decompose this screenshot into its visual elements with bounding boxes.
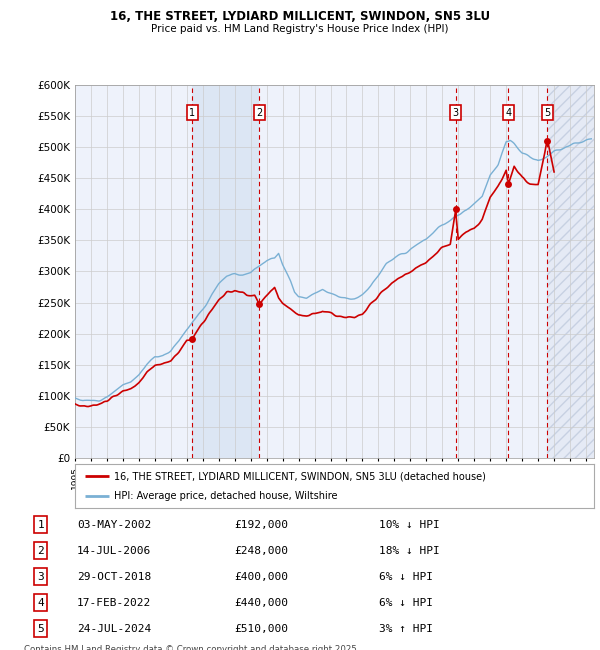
Text: 3: 3	[38, 571, 44, 582]
Text: Price paid vs. HM Land Registry's House Price Index (HPI): Price paid vs. HM Land Registry's House …	[151, 24, 449, 34]
Text: 17-FEB-2022: 17-FEB-2022	[77, 597, 151, 608]
Text: £192,000: £192,000	[234, 519, 288, 530]
Text: 16, THE STREET, LYDIARD MILLICENT, SWINDON, SN5 3LU (detached house): 16, THE STREET, LYDIARD MILLICENT, SWIND…	[114, 471, 486, 481]
Text: 10% ↓ HPI: 10% ↓ HPI	[379, 519, 440, 530]
Text: £400,000: £400,000	[234, 571, 288, 582]
Text: 3: 3	[452, 107, 458, 118]
Text: 1: 1	[189, 107, 195, 118]
Text: 2: 2	[256, 107, 262, 118]
Text: 24-JUL-2024: 24-JUL-2024	[77, 623, 151, 634]
Text: 03-MAY-2002: 03-MAY-2002	[77, 519, 151, 530]
Text: 5: 5	[544, 107, 550, 118]
Text: 2: 2	[38, 545, 44, 556]
Text: 6% ↓ HPI: 6% ↓ HPI	[379, 571, 433, 582]
Text: 5: 5	[38, 623, 44, 634]
Text: 29-OCT-2018: 29-OCT-2018	[77, 571, 151, 582]
Text: 3% ↑ HPI: 3% ↑ HPI	[379, 623, 433, 634]
Text: 14-JUL-2006: 14-JUL-2006	[77, 545, 151, 556]
Text: 4: 4	[505, 107, 511, 118]
Text: 18% ↓ HPI: 18% ↓ HPI	[379, 545, 440, 556]
Text: £248,000: £248,000	[234, 545, 288, 556]
Text: Contains HM Land Registry data © Crown copyright and database right 2025.
This d: Contains HM Land Registry data © Crown c…	[24, 645, 359, 650]
Text: HPI: Average price, detached house, Wiltshire: HPI: Average price, detached house, Wilt…	[114, 491, 337, 501]
Text: 16, THE STREET, LYDIARD MILLICENT, SWINDON, SN5 3LU: 16, THE STREET, LYDIARD MILLICENT, SWIND…	[110, 10, 490, 23]
Text: 6% ↓ HPI: 6% ↓ HPI	[379, 597, 433, 608]
Text: 4: 4	[38, 597, 44, 608]
Bar	[547, 84, 594, 458]
Bar	[192, 84, 259, 458]
Text: £440,000: £440,000	[234, 597, 288, 608]
Text: £510,000: £510,000	[234, 623, 288, 634]
Text: 1: 1	[38, 519, 44, 530]
